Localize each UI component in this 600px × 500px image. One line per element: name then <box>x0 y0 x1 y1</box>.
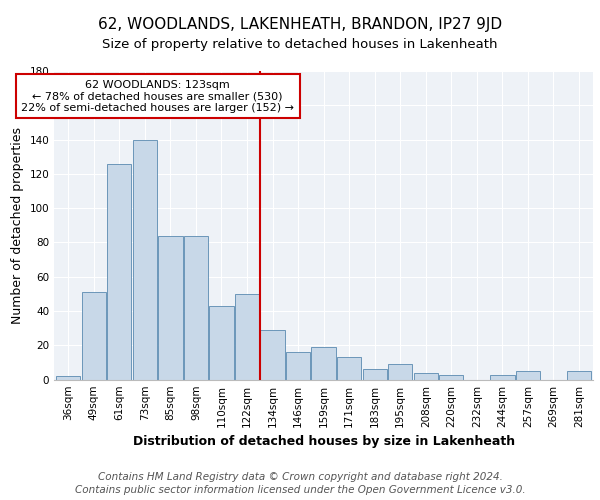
Bar <box>439 374 463 380</box>
Bar <box>516 371 540 380</box>
Bar <box>362 370 387 380</box>
Text: 62, WOODLANDS, LAKENHEATH, BRANDON, IP27 9JD: 62, WOODLANDS, LAKENHEATH, BRANDON, IP27… <box>98 18 502 32</box>
Bar <box>133 140 157 380</box>
Bar <box>337 358 361 380</box>
X-axis label: Distribution of detached houses by size in Lakenheath: Distribution of detached houses by size … <box>133 435 515 448</box>
Bar <box>209 306 233 380</box>
Bar <box>311 347 336 380</box>
Bar <box>490 374 515 380</box>
Bar <box>413 373 438 380</box>
Bar <box>286 352 310 380</box>
Text: 62 WOODLANDS: 123sqm
← 78% of detached houses are smaller (530)
22% of semi-deta: 62 WOODLANDS: 123sqm ← 78% of detached h… <box>21 80 294 112</box>
Bar <box>82 292 106 380</box>
Bar <box>107 164 131 380</box>
Text: Contains HM Land Registry data © Crown copyright and database right 2024.: Contains HM Land Registry data © Crown c… <box>98 472 502 482</box>
Text: Size of property relative to detached houses in Lakenheath: Size of property relative to detached ho… <box>102 38 498 51</box>
Bar <box>56 376 80 380</box>
Text: Contains public sector information licensed under the Open Government Licence v3: Contains public sector information licen… <box>74 485 526 495</box>
Bar <box>158 236 182 380</box>
Bar <box>260 330 284 380</box>
Bar <box>235 294 259 380</box>
Y-axis label: Number of detached properties: Number of detached properties <box>11 127 24 324</box>
Bar <box>567 371 591 380</box>
Bar <box>388 364 412 380</box>
Bar <box>184 236 208 380</box>
